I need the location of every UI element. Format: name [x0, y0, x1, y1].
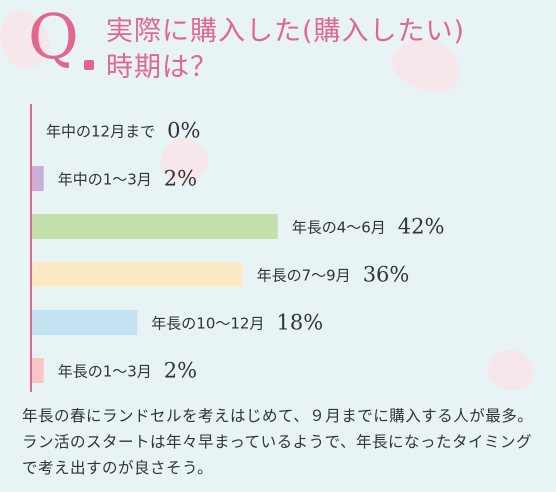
- category-label-0: 年中の12月まで: [46, 123, 155, 141]
- value-label-2: 42%: [398, 215, 445, 239]
- category-label-3: 年長の7～9月: [257, 267, 351, 285]
- title-line-2: 時期は？: [106, 52, 218, 83]
- value-label-3: 36%: [363, 263, 410, 287]
- category-label-2: 年長の4～6月: [292, 219, 386, 237]
- bar-1: [32, 166, 44, 191]
- bar-5: [32, 358, 44, 383]
- category-label-1: 年中の1～3月: [58, 171, 152, 189]
- value-label-1: 2%: [164, 167, 197, 191]
- title-line-1: 実際に購入した(購入したい): [106, 16, 466, 47]
- chart-axis-line: [30, 104, 32, 392]
- value-label-4: 18%: [276, 311, 323, 335]
- category-label-5: 年長の1～3月: [58, 363, 152, 381]
- page-title: 実際に購入した(購入したい) 時期は？: [106, 14, 546, 86]
- bar-2: [32, 214, 278, 239]
- caption-text: 年長の春にランドセルを考えはじめて、９月までに購入する人が最多。ラン活のスタート…: [22, 407, 534, 477]
- bar-chart: 年中の12月まで 0% 年中の1～3月 2% 年長の4～6月 42% 年長の7～9月 36% 年…: [32, 119, 445, 383]
- bar-4: [32, 310, 138, 335]
- header: Q 実際に購入した(購入したい) 時期は？: [14, 4, 554, 94]
- q-mark: Q: [28, 0, 79, 73]
- category-label-4: 年長の10～12月: [151, 315, 264, 333]
- value-label-0: 0%: [167, 119, 200, 143]
- value-label-5: 2%: [164, 359, 197, 383]
- bar-3: [32, 262, 243, 287]
- q-dot: [84, 60, 94, 70]
